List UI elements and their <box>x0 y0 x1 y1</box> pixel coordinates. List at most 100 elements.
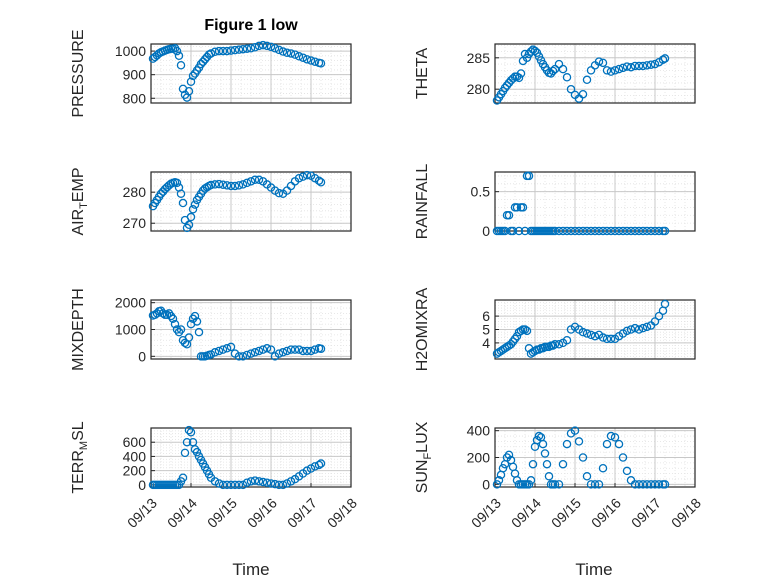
data-point <box>266 42 276 52</box>
data-point <box>654 480 664 489</box>
data-point <box>660 226 670 236</box>
data-point <box>606 334 616 344</box>
data-point <box>614 64 624 74</box>
data-point <box>306 464 316 473</box>
data-point <box>602 439 612 449</box>
data-point <box>554 339 564 349</box>
y-tick-label: 280 <box>123 184 147 200</box>
data-point <box>554 480 564 489</box>
data-point <box>504 211 514 220</box>
data-point <box>238 44 248 54</box>
data-point <box>542 459 552 469</box>
data-point <box>172 178 182 188</box>
data-point <box>214 346 224 356</box>
data-point <box>508 74 518 83</box>
data-point <box>646 226 656 236</box>
data-point <box>184 220 194 230</box>
data-point <box>558 226 568 236</box>
x-tick-label: 09/16 <box>588 495 624 531</box>
data-point <box>188 71 198 81</box>
data-point <box>266 345 276 354</box>
data-point <box>298 346 308 356</box>
data-point <box>638 226 648 236</box>
subplot-h2omixra: 456 H2OMIXRA <box>414 287 696 371</box>
data-point <box>516 326 526 336</box>
data-point <box>254 41 264 51</box>
figure-title: Figure 1 low <box>204 17 298 34</box>
data-point <box>302 466 312 475</box>
data-point <box>222 480 232 490</box>
data-point <box>218 46 228 56</box>
data-point <box>278 348 288 357</box>
data-point <box>606 431 616 441</box>
data-point <box>278 47 288 56</box>
data-point <box>286 477 296 486</box>
data-point <box>660 299 670 309</box>
data-point <box>176 60 186 70</box>
data-point <box>530 46 540 56</box>
data-point <box>302 346 312 356</box>
data-point <box>658 55 668 64</box>
subplot-grid: 800 900 1000 PRESSURE 280 285 THETA 270 280 AIRTE… <box>70 29 704 530</box>
data-point <box>246 177 256 186</box>
data-point <box>206 49 216 58</box>
data-point <box>316 459 326 468</box>
y-tick-label: 270 <box>123 215 147 231</box>
data-point <box>306 56 316 65</box>
data-point <box>598 58 608 68</box>
data-point <box>316 344 326 354</box>
y-tick-label: 200 <box>467 450 491 466</box>
data-point <box>222 181 232 190</box>
data-point <box>188 205 198 214</box>
data-point <box>500 226 510 236</box>
data-point <box>186 77 196 87</box>
data-point <box>184 333 194 342</box>
data-point <box>254 346 264 356</box>
data-point <box>638 61 648 71</box>
data-point <box>242 350 252 360</box>
y-tick-label: 2000 <box>115 295 146 311</box>
data-point <box>302 170 312 180</box>
data-point <box>182 437 192 447</box>
data-point <box>314 176 324 185</box>
data-point <box>226 181 236 191</box>
data-point <box>250 348 260 357</box>
data-point <box>250 175 260 185</box>
data-point <box>234 181 244 190</box>
x-tick-label: 09/13 <box>124 495 160 531</box>
data-point <box>176 325 186 334</box>
data-point <box>192 447 202 457</box>
data-point <box>170 319 180 329</box>
data-point <box>298 53 308 62</box>
data-point <box>282 48 292 57</box>
data-point <box>534 431 544 441</box>
data-point <box>226 46 236 55</box>
y-tick-label: 800 <box>123 90 147 106</box>
data-point <box>206 180 216 190</box>
data-point <box>538 344 548 353</box>
data-point <box>508 226 518 236</box>
y-tick-label: 0 <box>138 477 146 493</box>
data-point <box>214 179 224 189</box>
data-point <box>594 226 604 236</box>
x-tick-label: 09/18 <box>668 495 704 531</box>
data-point <box>310 57 320 66</box>
data-point <box>544 472 554 481</box>
data-point <box>492 480 502 489</box>
data-point <box>654 226 664 236</box>
data-point <box>262 344 272 353</box>
data-point <box>650 317 660 326</box>
data-point <box>512 203 522 212</box>
data-point <box>562 226 572 236</box>
data-point <box>242 178 252 188</box>
data-point <box>614 226 624 236</box>
data-point <box>246 349 256 358</box>
x-tick-label: 09/13 <box>468 495 504 531</box>
data-point <box>642 61 652 70</box>
y-tick-label: 5 <box>482 322 490 338</box>
data-point <box>590 226 600 236</box>
data-point <box>558 459 568 469</box>
data-point <box>590 480 600 489</box>
data-point <box>642 480 652 489</box>
y-axis-label: RAINFALL <box>414 164 431 240</box>
